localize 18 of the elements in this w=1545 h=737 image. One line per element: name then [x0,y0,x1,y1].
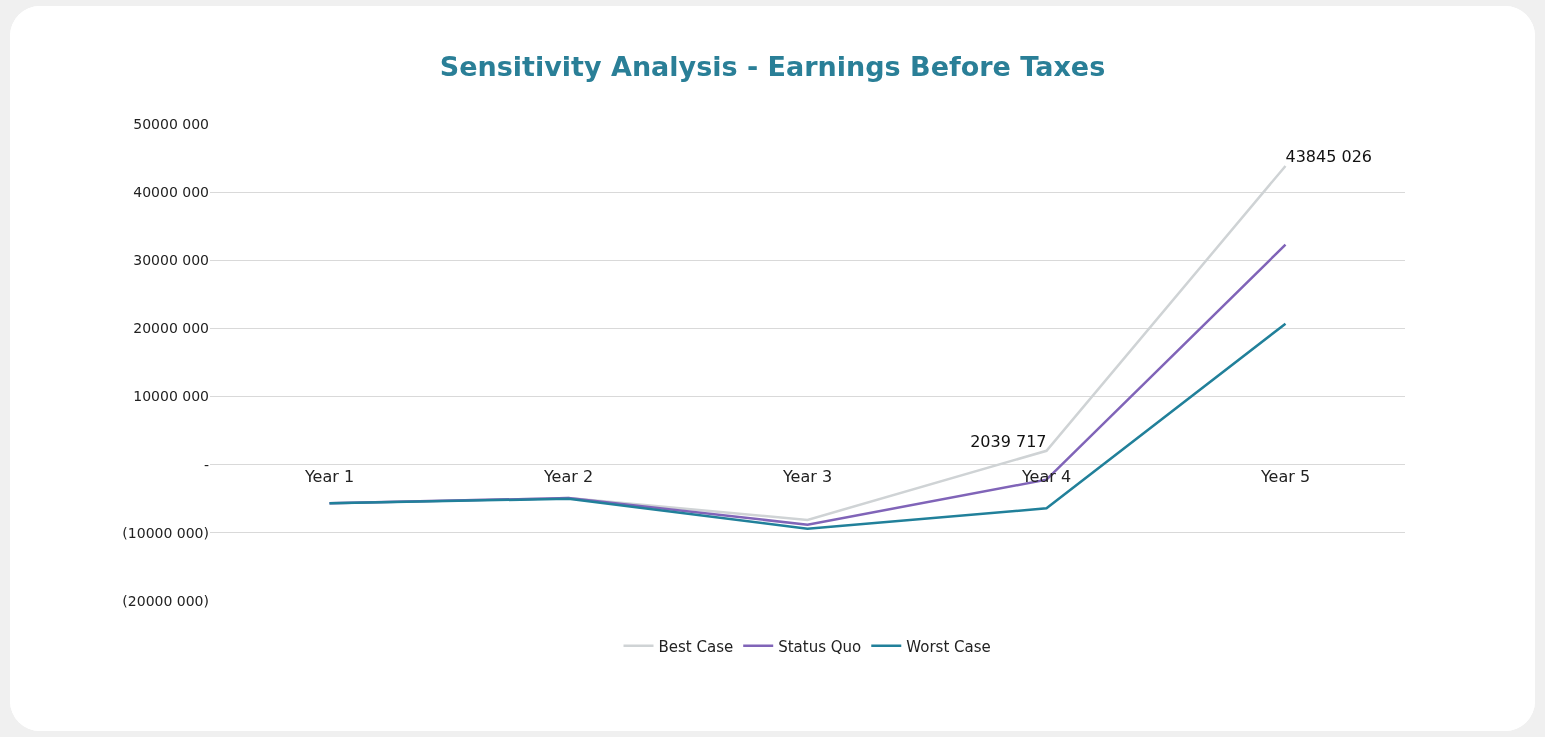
data-label: 43845 026 [1285,146,1373,166]
legend-label: Best Case [658,637,734,656]
y-tick-label: 10000 000 [133,388,209,405]
legend-label: Worst Case [906,637,991,656]
legend-label: Status Quo [778,637,862,656]
y-tick-label: - [203,456,209,473]
x-tick-label: Year 1 [303,466,355,486]
data-label: 2039 717 [970,431,1047,451]
x-tick-label: Year 2 [542,466,594,486]
chart-title: Sensitivity Analysis - Earnings Before Taxes [439,50,1106,82]
y-tick-label: (20000 000) [122,592,209,609]
x-tick-label: Year 3 [781,466,833,486]
y-tick-label: 40000 000 [133,184,209,201]
x-tick-label: Year 5 [1259,466,1311,486]
y-tick-label: (10000 000) [122,524,209,541]
y-tick-label: 50000 000 [133,115,209,132]
y-tick-label: 30000 000 [133,252,209,269]
y-tick-label: 20000 000 [133,320,209,337]
